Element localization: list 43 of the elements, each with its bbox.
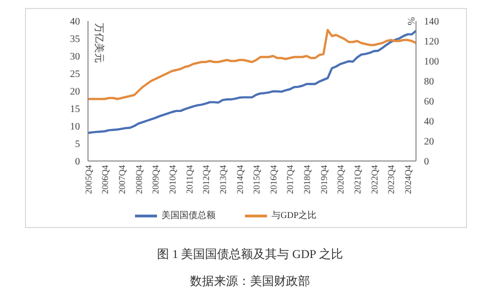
y2-tick-label: 80 xyxy=(424,76,434,88)
y2-tick-label: 120 xyxy=(424,36,439,48)
legend-label: 美国国债总额 xyxy=(161,210,216,220)
x-tick-label: 2014Q4 xyxy=(234,164,245,194)
y-tick-label: 15 xyxy=(70,104,80,116)
y-tick-label: 30 xyxy=(70,52,80,63)
y-axis-title: 万亿美元 xyxy=(93,23,105,63)
x-tick-label: 2012Q4 xyxy=(201,164,212,194)
x-tick-label: 2022Q4 xyxy=(369,164,380,194)
y-tick-label: 5 xyxy=(75,139,80,150)
x-tick-label: 2020Q4 xyxy=(336,164,346,194)
y2-tick-label: 0 xyxy=(424,156,429,168)
y2-tick-label: 40 xyxy=(424,116,434,128)
x-tick-label: 2005Q4 xyxy=(83,164,94,194)
x-tick-label: 2013Q4 xyxy=(218,164,228,194)
y-tick-label: 40 xyxy=(70,16,80,28)
x-tick-label: 2010Q4 xyxy=(167,164,178,194)
x-tick-label: 2019Q4 xyxy=(318,164,329,194)
y-tick-label: 35 xyxy=(70,34,80,46)
x-tick-label: 2011Q4 xyxy=(184,164,194,194)
y-tick-label: 0 xyxy=(75,156,80,168)
legend-label: 与GDP之比 xyxy=(271,210,316,220)
y-tick-label: 10 xyxy=(70,122,80,133)
x-tick-label: 2006Q4 xyxy=(100,164,110,194)
y2-tick-label: 140 xyxy=(424,16,439,28)
y2-tick-label: 20 xyxy=(424,136,434,148)
x-tick-label: 2009Q4 xyxy=(150,164,161,194)
source-note: 数据来源：美国财政部 xyxy=(189,273,311,290)
x-tick-label: 2018Q4 xyxy=(302,164,312,194)
y2-tick-label: 60 xyxy=(424,96,434,108)
x-tick-label: 2024Q4 xyxy=(402,164,413,194)
y2-tick-label: 100 xyxy=(424,56,439,68)
x-tick-label: 2016Q4 xyxy=(268,164,278,194)
x-tick-label: 2008Q4 xyxy=(134,164,144,194)
text: 图 1 美国国债总额及其与 GDP 之比 xyxy=(156,246,344,263)
x-tick-label: 2015Q4 xyxy=(252,164,262,194)
x-tick-label: 2023Q4 xyxy=(386,164,396,194)
y-tick-label: 20 xyxy=(70,86,80,98)
y-tick-label: 25 xyxy=(70,69,80,80)
x-tick-label: 2017Q4 xyxy=(285,164,296,194)
x-tick-label: 2007Q4 xyxy=(117,164,128,194)
x-tick-label: 2021Q4 xyxy=(352,164,363,194)
y2-axis-title: % xyxy=(405,17,416,26)
